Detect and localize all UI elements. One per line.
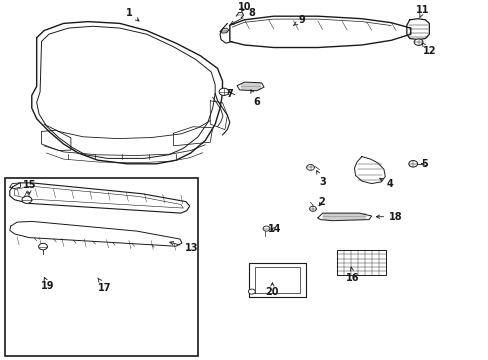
Text: 2: 2 (318, 197, 325, 207)
Text: 19: 19 (41, 277, 55, 291)
Text: 9: 9 (293, 15, 305, 25)
Circle shape (306, 165, 314, 170)
Text: 20: 20 (265, 283, 279, 297)
Text: 5: 5 (420, 159, 427, 169)
Text: 13: 13 (169, 242, 198, 253)
Text: 4: 4 (379, 178, 393, 189)
Text: 1: 1 (125, 8, 139, 21)
Circle shape (39, 243, 47, 250)
Circle shape (263, 226, 269, 231)
Text: 6: 6 (250, 90, 260, 107)
Circle shape (309, 206, 316, 211)
Circle shape (22, 196, 32, 203)
Text: 11: 11 (415, 5, 429, 18)
Text: 3: 3 (316, 171, 325, 187)
Circle shape (408, 161, 417, 167)
Text: 17: 17 (98, 278, 112, 293)
Text: 12: 12 (421, 43, 435, 56)
Text: 14: 14 (267, 224, 281, 234)
Text: 16: 16 (346, 267, 359, 283)
Text: 7: 7 (226, 89, 233, 99)
Circle shape (413, 39, 422, 45)
Text: 8: 8 (230, 8, 255, 24)
Circle shape (248, 289, 255, 294)
FancyBboxPatch shape (5, 178, 198, 356)
Text: 15: 15 (22, 180, 36, 194)
Text: 10: 10 (237, 2, 251, 12)
Text: 18: 18 (376, 212, 402, 222)
Circle shape (219, 88, 228, 95)
